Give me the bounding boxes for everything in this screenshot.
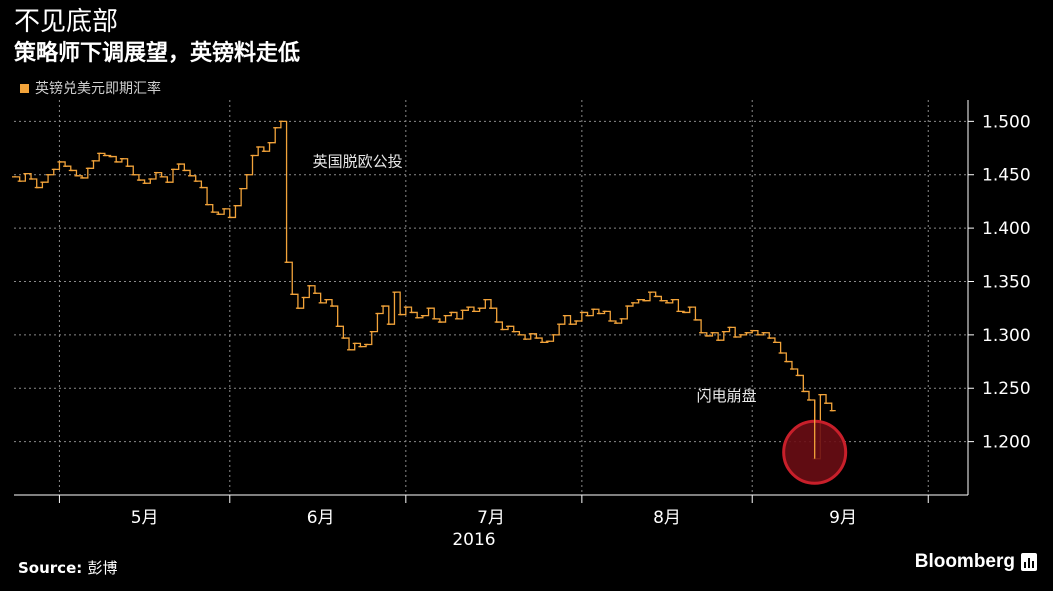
y-tick-label: 1.350 xyxy=(982,272,1031,292)
chart-subtitle: 策略师下调展望，英镑料走低 xyxy=(14,41,301,66)
annotation-flash-crash: 闪电崩盘 xyxy=(697,387,757,405)
source-value: 彭博 xyxy=(87,559,118,577)
y-tick-label: 1.200 xyxy=(982,433,1031,453)
grid xyxy=(14,100,968,495)
x-tick-label: 5月 xyxy=(131,508,159,528)
series-line xyxy=(14,120,836,460)
legend-label: 英镑兑美元即期汇率 xyxy=(35,81,161,97)
y-tick-label: 1.300 xyxy=(982,326,1031,346)
x-tick-label: 6月 xyxy=(307,508,335,528)
x-year-label: 2016 xyxy=(452,530,495,550)
x-tick-label: 9月 xyxy=(829,508,857,528)
y-tick-label: 1.400 xyxy=(982,219,1031,239)
y-tick-label: 1.250 xyxy=(982,379,1031,399)
source-label: Source: xyxy=(18,559,83,577)
chart-title: 不见底部 xyxy=(14,7,119,37)
annotation-brexit: 英国脱欧公投 xyxy=(313,153,403,171)
y-tick-label: 1.500 xyxy=(982,112,1031,132)
axes: 1.200 1.250 1.300 1.350 1.400 1.450 1.500 5月 6月 7… xyxy=(14,100,1031,550)
legend: 英镑兑美元即期汇率 xyxy=(20,78,161,98)
brand-logo: Bloomberg xyxy=(914,551,1015,572)
y-tick-label: 1.450 xyxy=(982,166,1031,186)
x-tick-label: 8月 xyxy=(653,508,681,528)
x-tick-label: 7月 xyxy=(477,508,505,528)
series xyxy=(12,120,836,460)
legend-swatch xyxy=(20,83,29,93)
brand: Bloomberg xyxy=(915,551,1037,573)
source: Source: 彭博 xyxy=(18,557,118,578)
bloomberg-icon xyxy=(1021,553,1037,571)
